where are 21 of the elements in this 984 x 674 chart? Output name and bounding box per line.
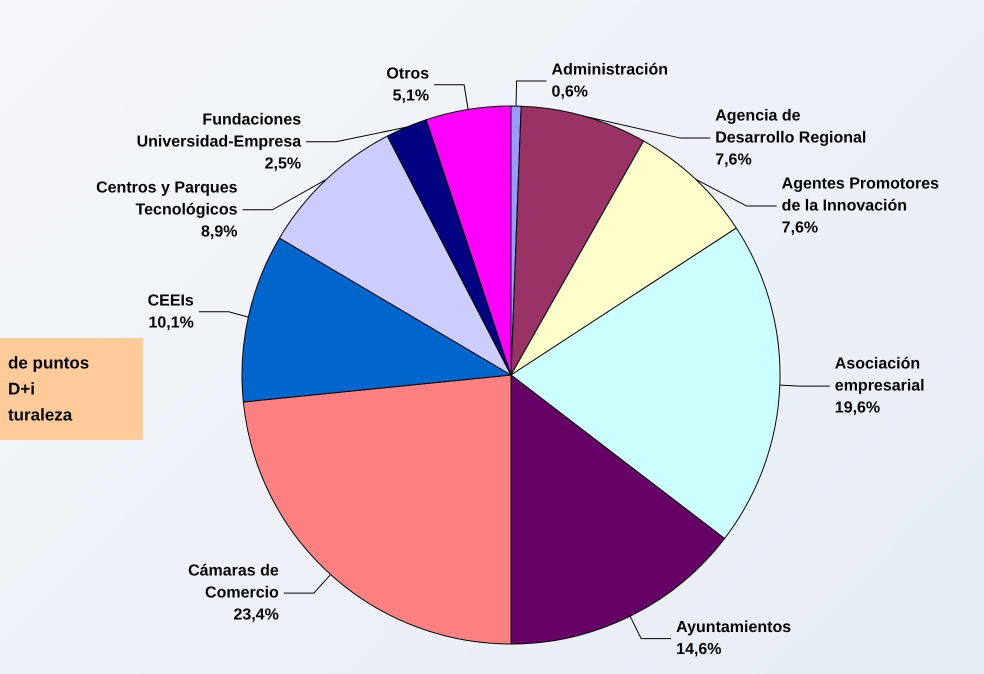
data-label: 8,9% (201, 223, 238, 240)
data-label: 7,6% (715, 152, 752, 169)
slice-label: CEEIs (148, 292, 194, 310)
data-label: 0,6% (552, 84, 588, 101)
data-label: 2,5% (264, 155, 302, 172)
data-label: 19,6% (834, 400, 880, 417)
slice-label: Asociación empresarial (834, 356, 925, 395)
data-label: 5,1% (392, 87, 430, 104)
text: de puntos D+i turaleza (8, 354, 90, 424)
slice-label: Fundaciones Universidad-Empresa (136, 111, 302, 150)
slice-label: Agencia de Desarrollo Regional (715, 108, 866, 147)
slice-label: Agentes Promotores de la Innovación (782, 176, 940, 215)
data-label: 10,1% (148, 314, 194, 332)
data-label: 14,6% (676, 641, 722, 658)
slice-label: Centros y Parques Tecnológicos (96, 179, 238, 218)
slice-label: Administración (552, 62, 668, 79)
data-label: 7,6% (782, 220, 818, 237)
slice-label: Otros (386, 65, 430, 82)
slice-label: Cámaras de Comercio (188, 562, 280, 602)
slice-label: Ayuntamientos (676, 619, 792, 636)
data-label: 23,4% (233, 606, 279, 624)
